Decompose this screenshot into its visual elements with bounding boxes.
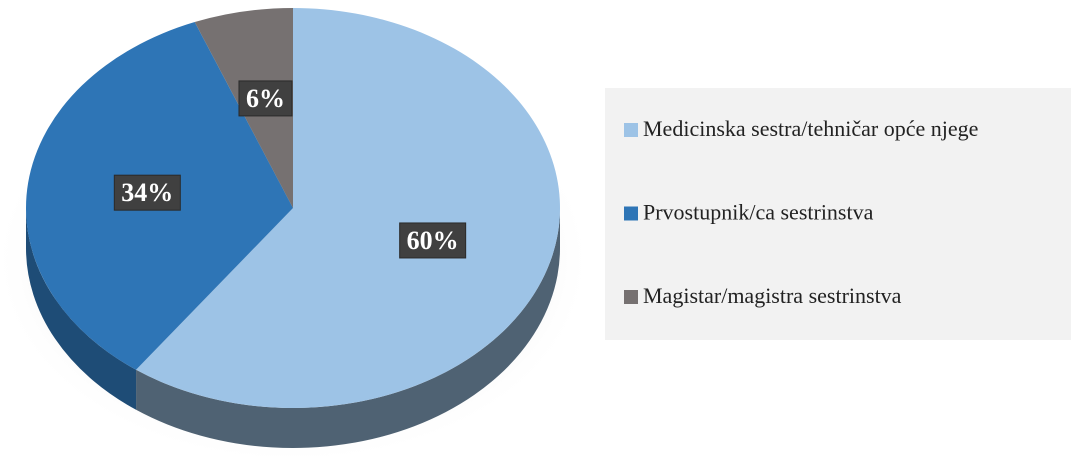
- legend-label: Prvostupnik/ca sestrinstva: [643, 200, 874, 225]
- value-labels: 60% 34% 6%: [113, 80, 467, 259]
- legend: Medicinska sestra/tehničar opće njege Prv…: [624, 116, 978, 308]
- value-label: 34%: [121, 178, 173, 207]
- legend-label: Medicinska sestra/tehničar opće njege: [643, 116, 978, 141]
- legend-marker: [624, 206, 638, 221]
- value-label: 60%: [407, 226, 459, 255]
- slice-side: [136, 208, 560, 448]
- value-label-group: 6%: [238, 80, 293, 117]
- legend-marker: [624, 290, 638, 304]
- value-label-group: 34%: [113, 174, 181, 211]
- value-label-box: [399, 222, 467, 259]
- value-label-group: 60%: [399, 222, 467, 259]
- slice: [136, 8, 560, 408]
- value-label-box: [113, 174, 181, 211]
- pie: [26, 7, 560, 448]
- legend-box: [605, 88, 1071, 340]
- slice-side: [26, 208, 137, 410]
- legend-marker: [624, 123, 638, 137]
- value-label-box: [238, 80, 293, 117]
- value-label: 6%: [246, 84, 285, 113]
- legend-label: Magistar/magistra sestrinstva: [643, 283, 902, 308]
